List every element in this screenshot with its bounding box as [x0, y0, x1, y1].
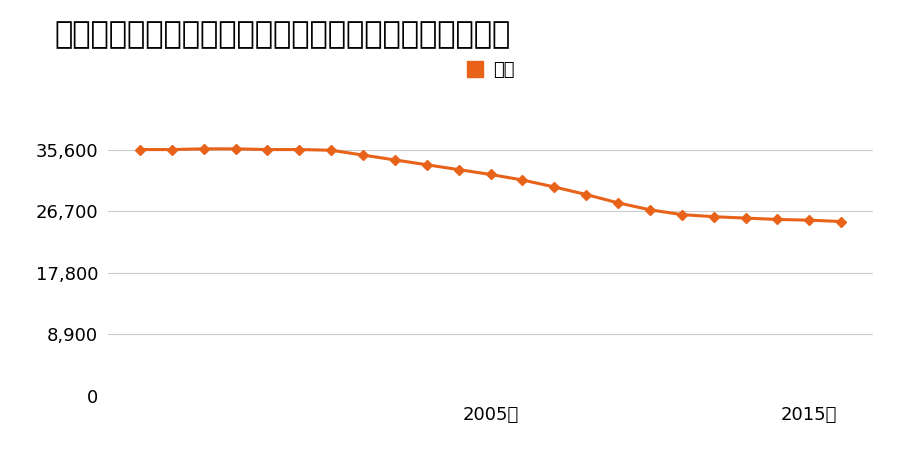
価格: [357, 153, 368, 158]
価格: [326, 148, 337, 153]
価格: [230, 146, 241, 152]
価格: [677, 212, 688, 217]
価格: [644, 207, 655, 212]
Line: 価格: 価格: [137, 145, 844, 225]
価格: [262, 147, 273, 152]
価格: [549, 184, 560, 189]
Legend: 価格: 価格: [459, 54, 522, 86]
価格: [708, 214, 719, 220]
価格: [421, 162, 432, 167]
価格: [134, 147, 145, 152]
価格: [454, 167, 464, 172]
価格: [772, 217, 783, 222]
価格: [740, 216, 751, 221]
価格: [198, 146, 209, 152]
価格: [390, 157, 400, 162]
価格: [166, 147, 177, 152]
価格: [804, 217, 814, 223]
Text: 岩手県西磐井郡平泉町平泉字志羅山５６番８の地価推移: 岩手県西磐井郡平泉町平泉字志羅山５６番８の地価推移: [54, 20, 510, 49]
価格: [294, 147, 305, 152]
価格: [836, 219, 847, 224]
価格: [485, 172, 496, 177]
価格: [613, 200, 624, 206]
価格: [580, 192, 591, 197]
価格: [517, 177, 527, 183]
